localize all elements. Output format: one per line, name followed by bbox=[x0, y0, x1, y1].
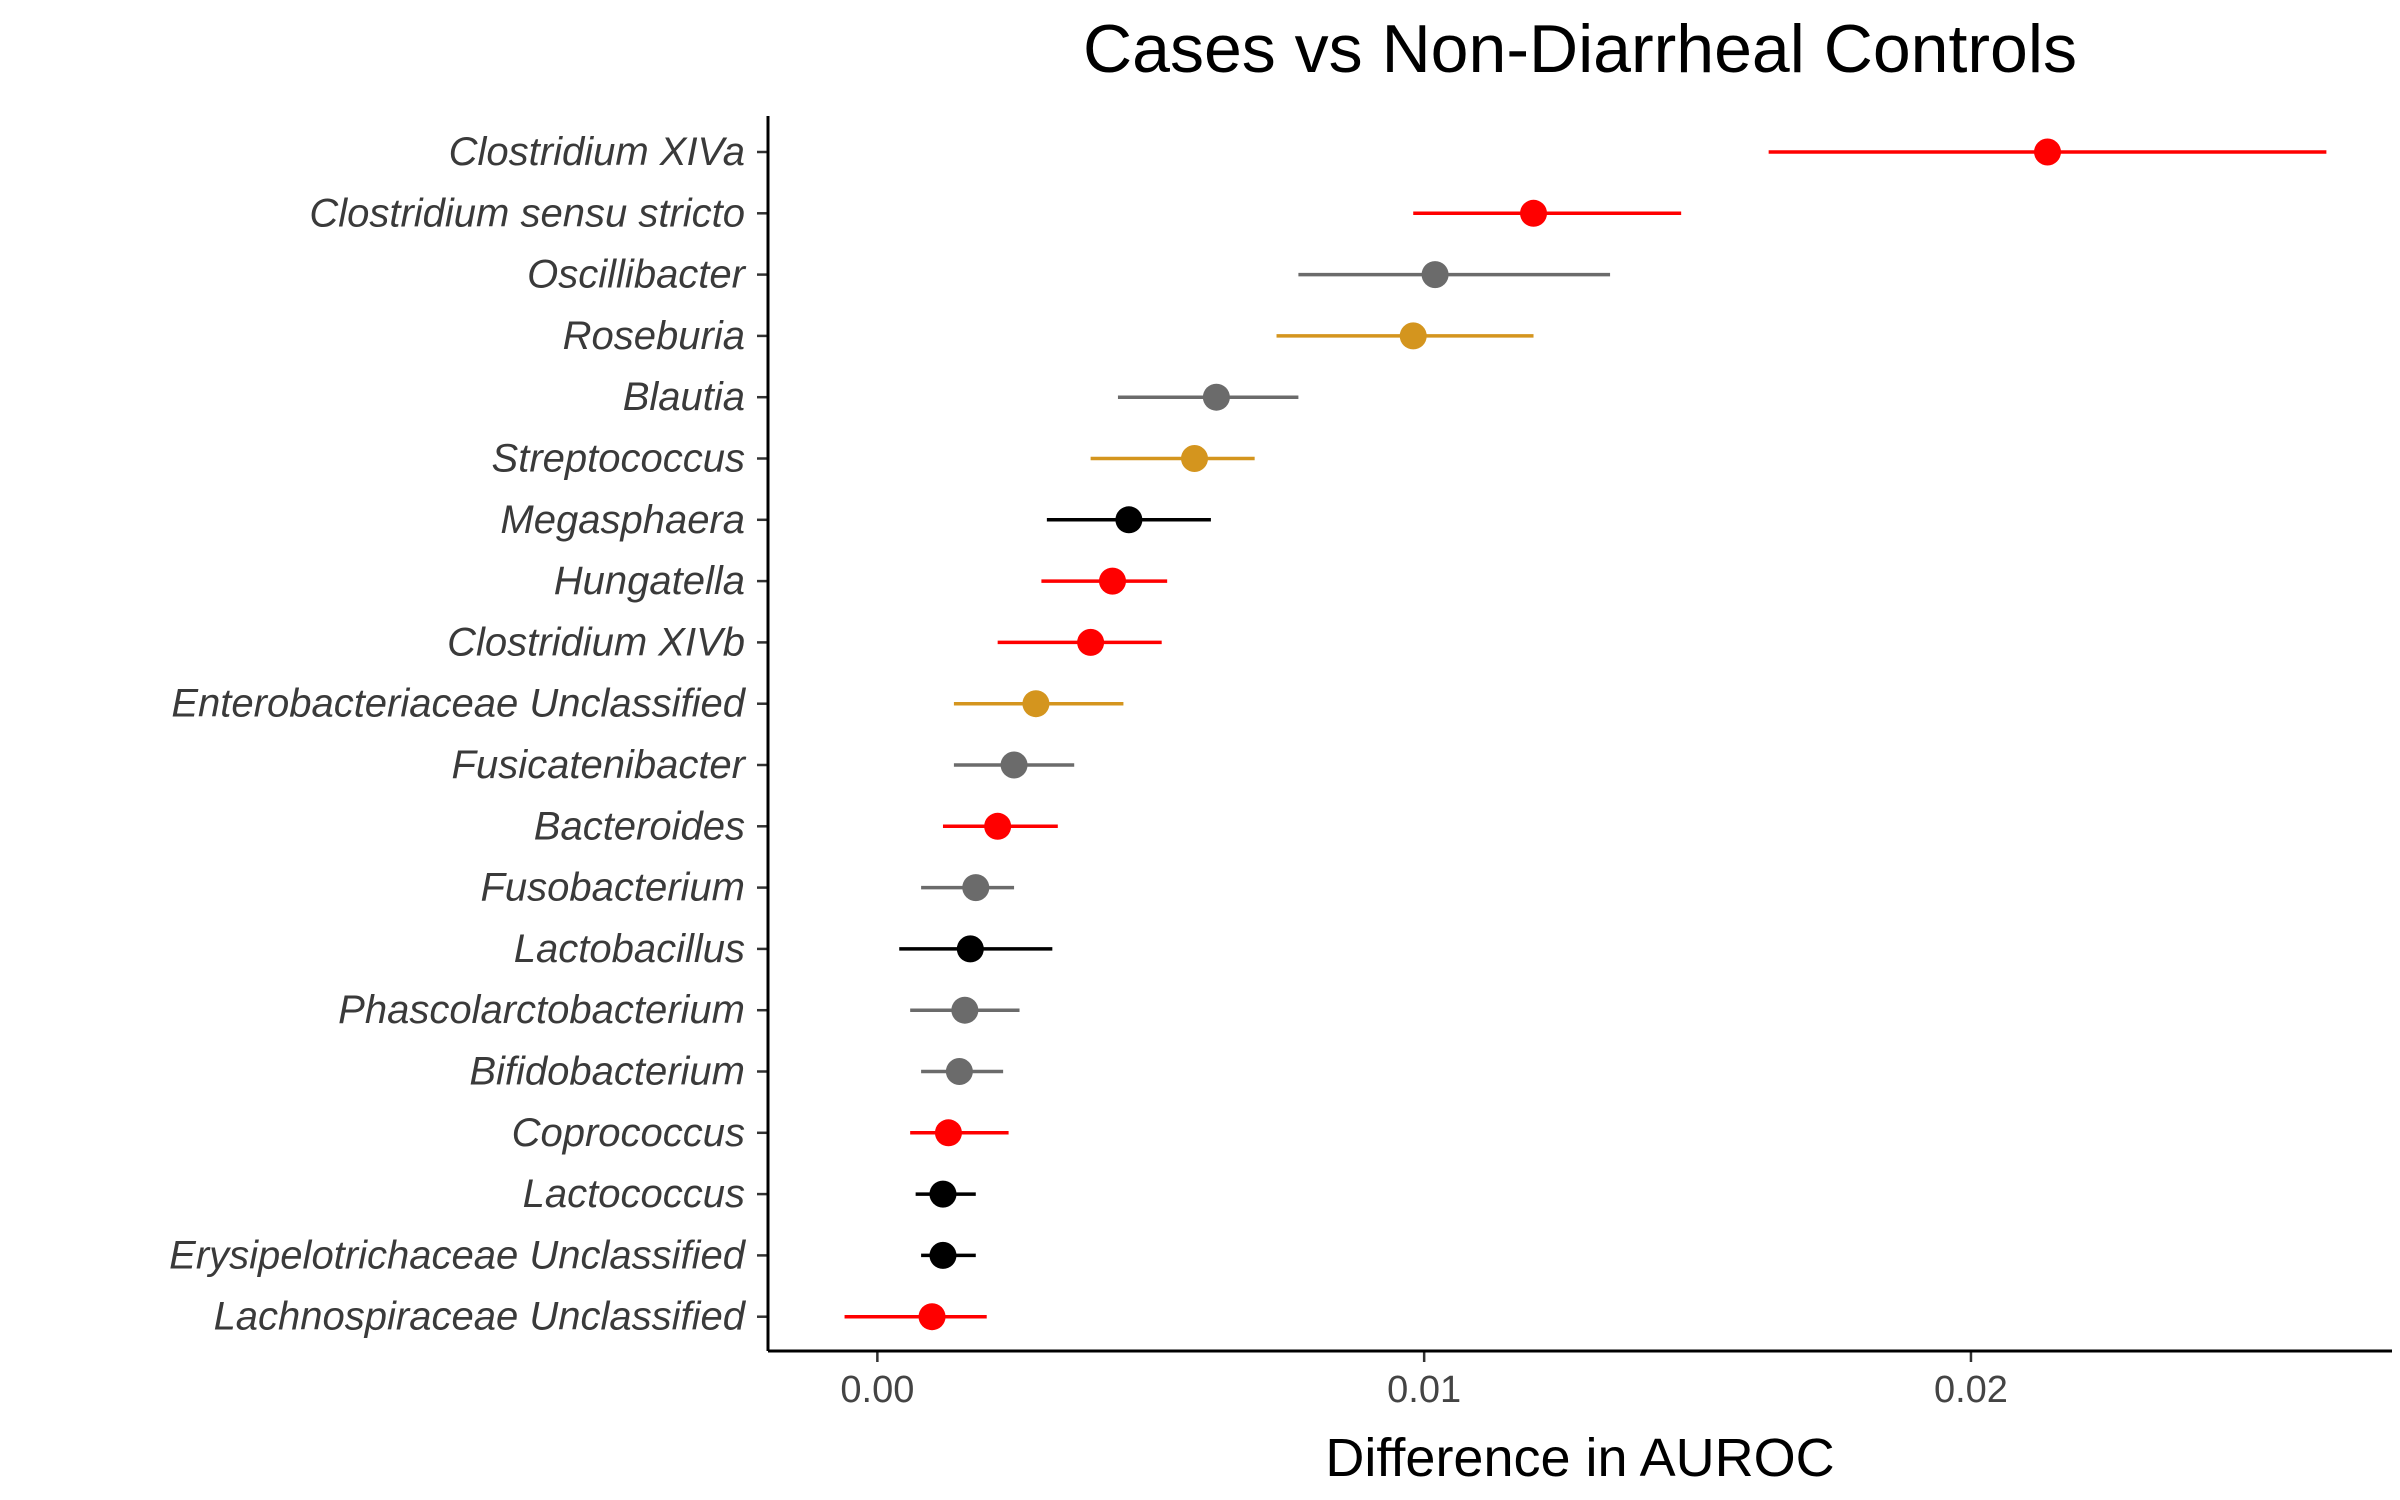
data-point bbox=[2034, 138, 2062, 166]
data-point bbox=[945, 1058, 973, 1085]
data-point bbox=[929, 1180, 957, 1208]
category-label: Bifidobacterium bbox=[469, 1050, 745, 1094]
data-point bbox=[918, 1303, 946, 1331]
category-label: Enterobacteriaceae Unclassified bbox=[171, 682, 746, 726]
category-label: Erysipelotrichaceae Unclassified bbox=[169, 1233, 747, 1277]
plot-marks bbox=[844, 138, 2327, 1331]
data-point bbox=[984, 812, 1012, 840]
category-label: Clostridium XIVa bbox=[449, 130, 745, 174]
category-label: Phascolarctobacterium bbox=[338, 988, 745, 1032]
category-label: Blautia bbox=[623, 375, 745, 419]
data-point bbox=[1098, 567, 1126, 595]
data-point bbox=[962, 874, 990, 902]
category-label: Roseburia bbox=[563, 314, 745, 358]
data-point bbox=[1421, 261, 1449, 289]
data-point bbox=[1115, 506, 1143, 534]
data-point bbox=[1022, 690, 1050, 718]
category-label: Oscillibacter bbox=[527, 253, 747, 297]
chart-title: Cases vs Non-Diarrheal Controls bbox=[1083, 11, 2077, 87]
data-point bbox=[1520, 199, 1548, 227]
data-point bbox=[1399, 322, 1427, 350]
data-point bbox=[934, 1119, 962, 1147]
x-axis-ticks: 0.00 0.01 0.02 bbox=[840, 1351, 2008, 1411]
x-tick-label: 0.01 bbox=[1387, 1369, 1461, 1411]
y-axis-labels: Clostridium XIVa Clostridium sensu strict… bbox=[169, 130, 768, 1339]
category-label: Lactococcus bbox=[523, 1172, 745, 1216]
category-label: Fusobacterium bbox=[480, 866, 745, 910]
data-point bbox=[1077, 628, 1105, 656]
category-label: Clostridium XIVb bbox=[447, 620, 745, 664]
category-label: Fusicatenibacter bbox=[452, 743, 747, 787]
data-point bbox=[1181, 445, 1209, 472]
x-tick-label: 0.02 bbox=[1934, 1369, 2008, 1411]
category-label: Bacteroides bbox=[534, 804, 745, 848]
data-point bbox=[1000, 751, 1028, 779]
category-label: Lachnospiraceae Unclassified bbox=[214, 1295, 747, 1339]
data-point bbox=[929, 1241, 957, 1269]
category-label: Hungatella bbox=[554, 559, 745, 603]
category-label: Streptococcus bbox=[492, 437, 745, 481]
data-point bbox=[956, 935, 984, 963]
category-label: Coprococcus bbox=[512, 1111, 745, 1155]
category-label: Lactobacillus bbox=[514, 927, 745, 971]
x-axis-title: Difference in AUROC bbox=[1325, 1428, 1834, 1488]
data-point bbox=[1202, 383, 1230, 411]
category-label: Megasphaera bbox=[500, 498, 745, 542]
category-label: Clostridium sensu stricto bbox=[309, 191, 745, 235]
x-tick-label: 0.00 bbox=[840, 1369, 914, 1411]
data-point bbox=[951, 996, 979, 1024]
